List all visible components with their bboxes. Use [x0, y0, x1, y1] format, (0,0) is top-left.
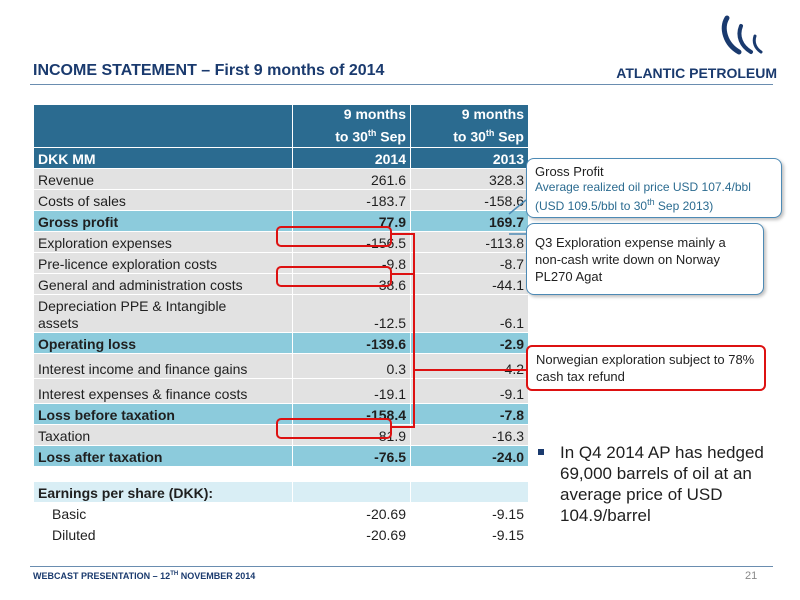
gross-profit-callout: Gross Profit Average realized oil price … — [526, 158, 782, 218]
table-unit-row: DKK MM 2014 2013 — [33, 146, 529, 169]
title-divider — [30, 84, 773, 85]
footer-text: WEBCAST PRESENTATION – 12TH NOVEMBER 201… — [33, 571, 256, 581]
bullet-square-icon — [538, 449, 544, 455]
company-logo: ATLANTIC PETROLEUM — [607, 10, 777, 88]
table-row-total: Loss before taxation -158.4 -7.8 — [33, 402, 529, 425]
table-row: General and administration costs -38.6 -… — [33, 272, 529, 295]
table-row-total: Operating loss -139.6 -2.9 — [33, 331, 529, 354]
logo-text: ATLANTIC PETROLEUM — [616, 65, 777, 81]
footer-divider — [30, 566, 773, 567]
page-title: INCOME STATEMENT – First 9 months of 201… — [33, 62, 385, 79]
table-row: Costs of sales -183.7 -158.6 — [33, 188, 529, 211]
q3-exploration-callout: Q3 Exploration expense mainly a non-cash… — [526, 223, 764, 295]
table-header-row: 9 months to 30th Sep 9 months to 30th Se… — [33, 104, 529, 148]
unit-label: DKK MM — [33, 146, 293, 169]
col-header-2014: 9 months to 30th Sep — [292, 104, 411, 148]
page-number: 21 — [745, 570, 758, 582]
year-2013: 2013 — [410, 146, 529, 169]
highlight-taxation — [276, 418, 392, 439]
highlight-admin — [276, 266, 392, 287]
table-row-total: Gross profit 77.9 169.7 — [33, 209, 529, 232]
eps-row: Diluted -20.69 -9.15 — [33, 522, 529, 545]
table-row: Interest income and finance gains 0.3 4.… — [33, 352, 529, 379]
table-row-total: Loss after taxation -76.5 -24.0 — [33, 444, 529, 467]
eps-row: Basic -20.69 -9.15 — [33, 501, 529, 524]
norway-tax-callout: Norwegian exploration subject to 78% cas… — [526, 345, 766, 391]
highlight-exploration — [276, 226, 392, 247]
gross-profit-callout-line1: Average realized oil price USD 107.4/bbl — [535, 180, 751, 194]
table-row: Revenue 261.6 328.3 — [33, 167, 529, 190]
hedge-bullet: In Q4 2014 AP has hedged 69,000 barrels … — [538, 442, 778, 526]
year-2014: 2014 — [292, 146, 411, 169]
logo-waves-icon — [721, 15, 763, 55]
table-row: Depreciation PPE & Intangible assets -12.… — [33, 293, 529, 333]
gross-profit-callout-title: Gross Profit — [535, 164, 604, 179]
eps-header-row: Earnings per share (DKK): — [33, 480, 529, 503]
table-row: Interest expenses & finance costs -19.1 … — [33, 377, 529, 404]
table-row: Taxation 81.9 -16.3 — [33, 423, 529, 446]
gross-profit-callout-line2: (USD 109.5/bbl to 30th Sep 2013) — [535, 197, 714, 213]
